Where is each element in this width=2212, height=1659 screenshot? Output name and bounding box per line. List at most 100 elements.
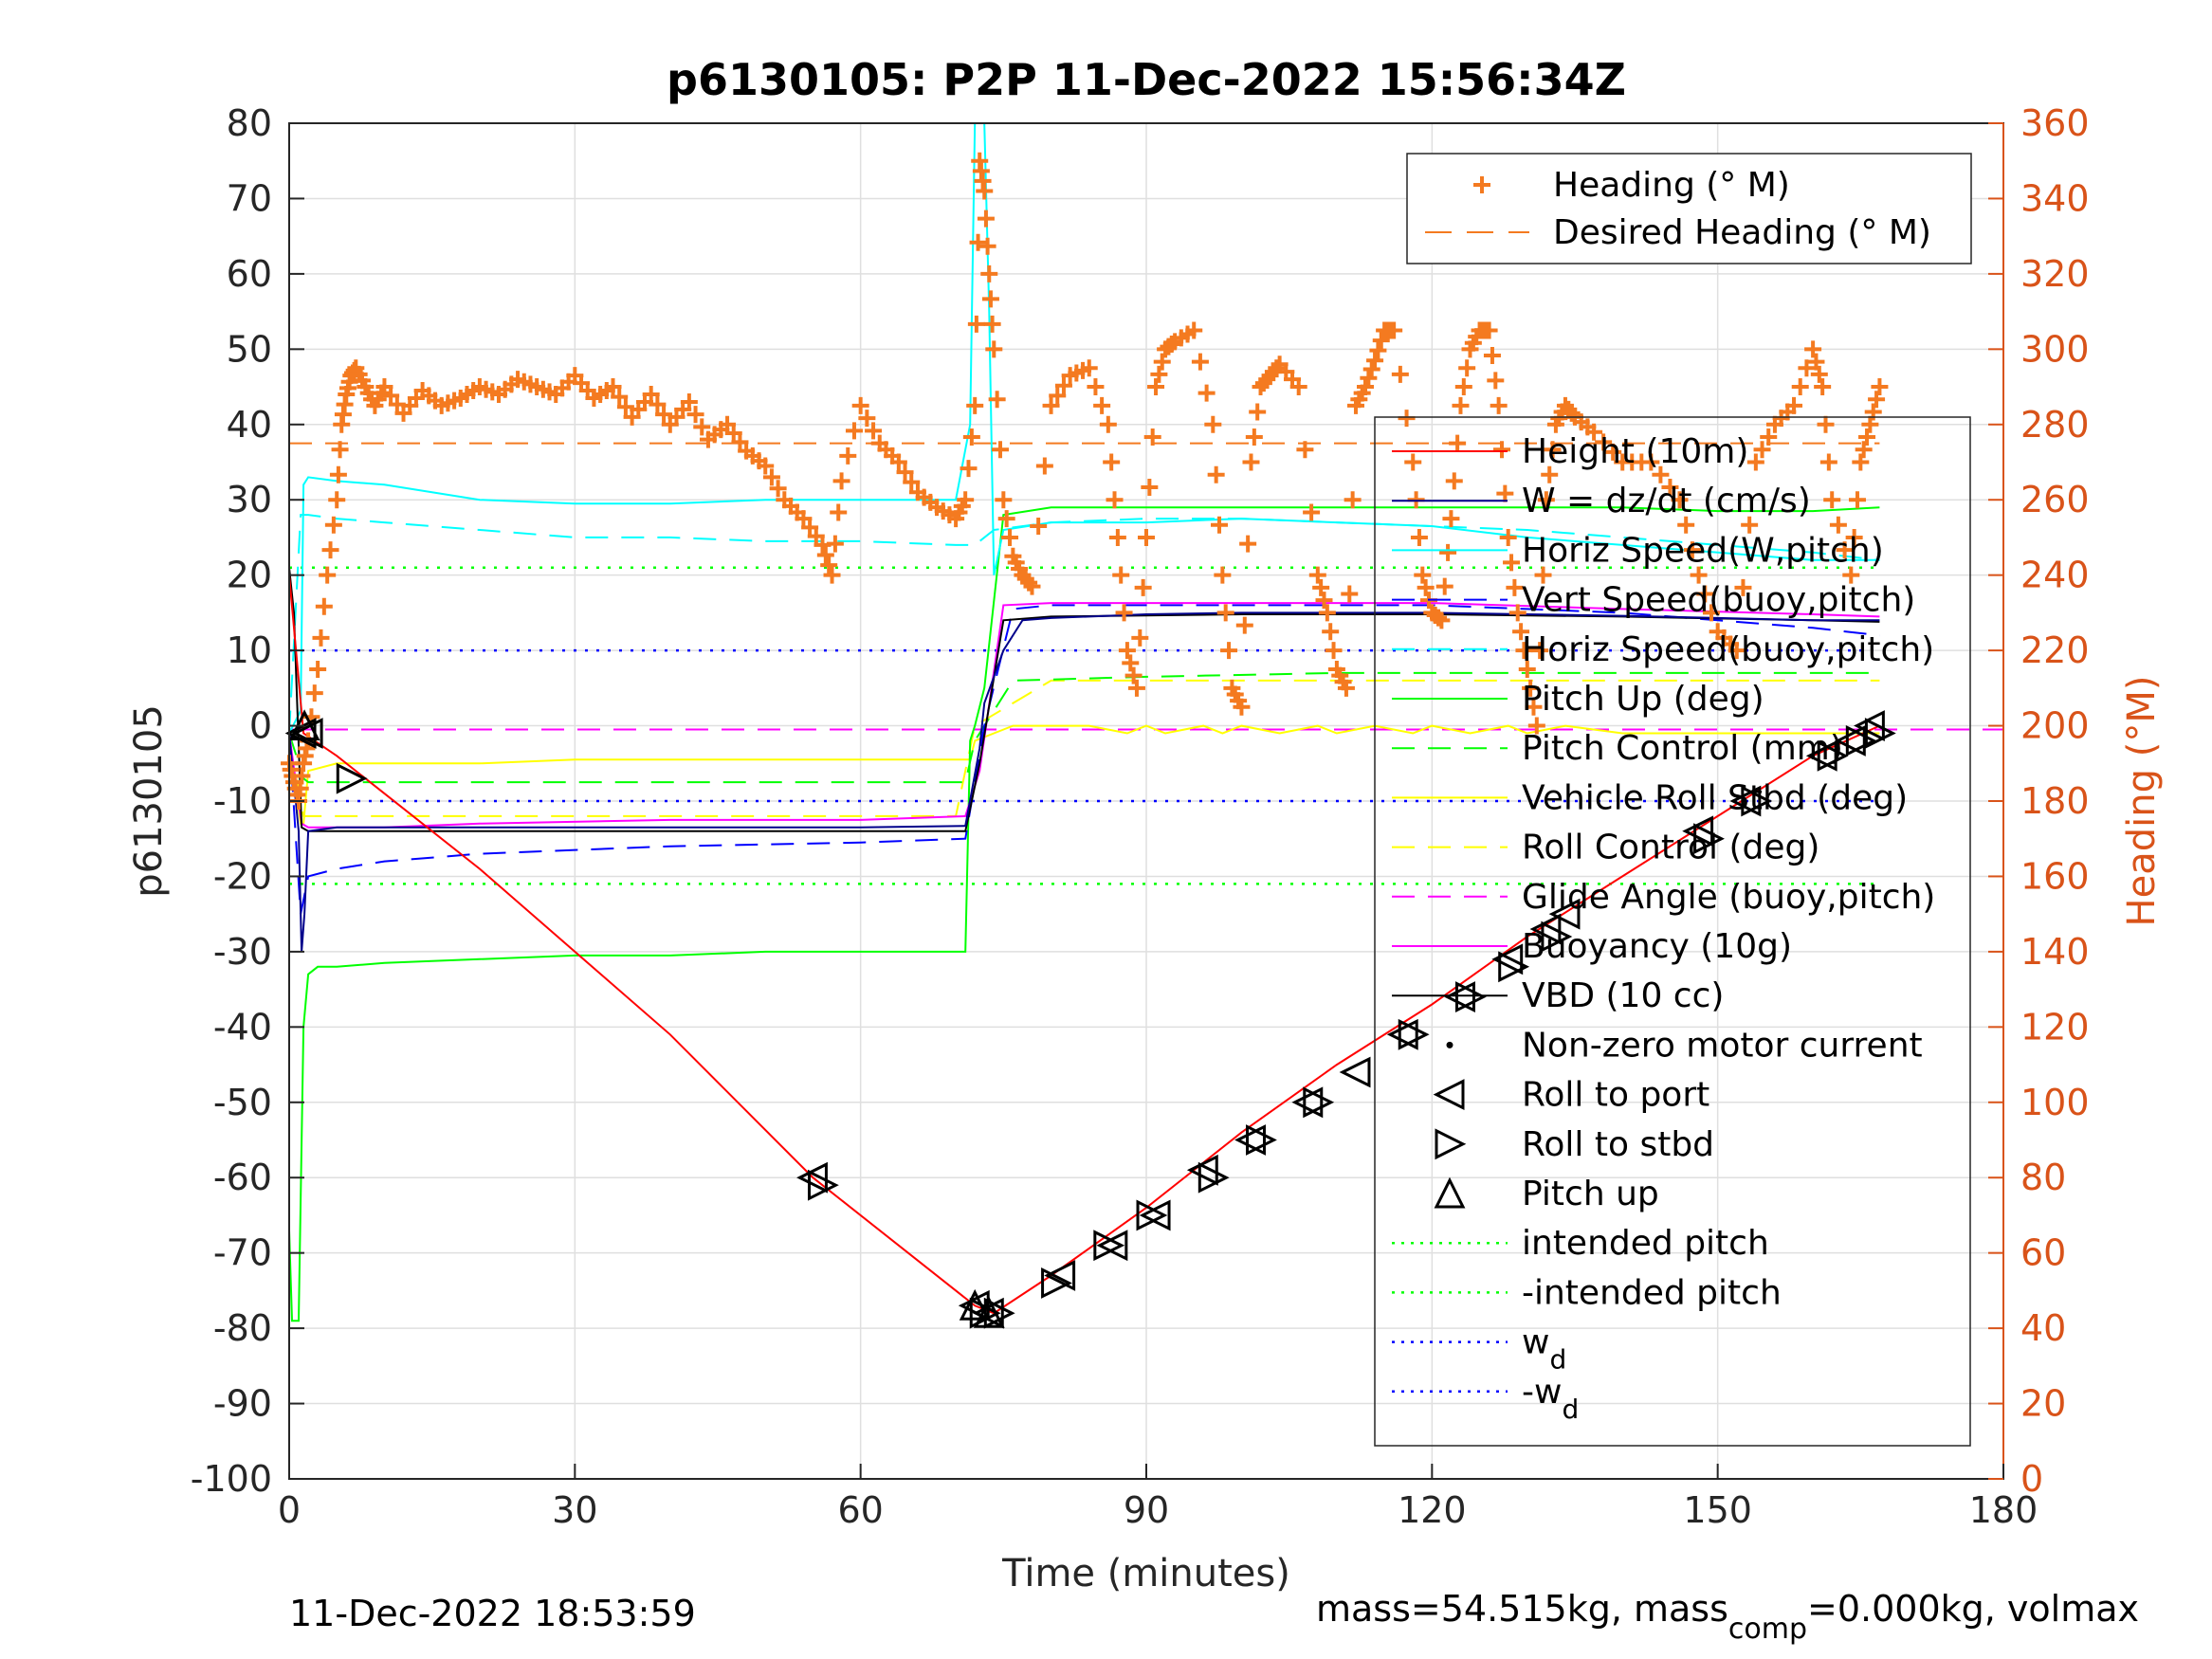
marker-roll-to-port xyxy=(1096,1230,1128,1262)
heading-point xyxy=(1344,491,1362,509)
legend-heading-box xyxy=(1406,153,1972,264)
legend-swatch xyxy=(1435,1128,1467,1160)
heading-point xyxy=(1527,717,1545,735)
heading-point xyxy=(1512,623,1530,641)
heading-point xyxy=(1103,453,1121,471)
y-tick-label-left: 60 xyxy=(227,253,272,295)
heading-point xyxy=(832,472,850,490)
legend-label: Height (10m) xyxy=(1522,432,1748,471)
footer-mass-prefix: mass=54.515kg, mass xyxy=(1316,1588,1728,1630)
heading-point xyxy=(1185,321,1203,339)
y-tick-label-left: -100 xyxy=(191,1458,272,1500)
heading-point xyxy=(1268,359,1286,377)
heading-point xyxy=(1807,353,1825,371)
heading-point xyxy=(1030,518,1048,536)
footer-mass-sub: comp xyxy=(1728,1613,1807,1646)
heading-point xyxy=(1848,491,1866,509)
legend-label: Roll to port xyxy=(1522,1076,1709,1115)
heading-point xyxy=(1357,378,1375,396)
series-layer xyxy=(281,122,2003,1322)
heading-point xyxy=(966,396,984,414)
heading-point xyxy=(1049,387,1067,405)
legend-label: intended pitch xyxy=(1522,1224,1769,1263)
heading-point xyxy=(896,464,914,482)
heading-point xyxy=(1122,654,1140,672)
heading-point xyxy=(1845,528,1863,546)
marker-roll-to-stbd xyxy=(1845,725,1877,757)
heading-point xyxy=(1404,453,1422,471)
y-tick-label-right: 40 xyxy=(2020,1307,2066,1349)
legend-label: Horiz Speed(W,pitch) xyxy=(1522,531,1884,570)
heading-point xyxy=(1318,604,1336,622)
legend-label: Pitch Control (mm) xyxy=(1522,729,1843,768)
heading-point xyxy=(1398,410,1416,428)
heading-point xyxy=(839,447,857,465)
heading-point xyxy=(983,315,1001,333)
y-tick-label-left: 30 xyxy=(227,479,272,520)
heading-point xyxy=(649,395,667,413)
heading-point xyxy=(1296,441,1314,459)
marker-roll-to-stbd xyxy=(1817,739,1849,772)
heading-point xyxy=(1150,365,1168,383)
heading-point xyxy=(1366,352,1384,370)
heading-point xyxy=(1458,359,1476,377)
heading-point xyxy=(845,422,863,440)
heading-point xyxy=(642,386,660,403)
heading-point xyxy=(1760,428,1778,447)
heading-point xyxy=(1360,369,1378,387)
heading-point xyxy=(1322,623,1340,641)
y-tick-label-left: -30 xyxy=(213,931,272,973)
y-tick-label-right: 60 xyxy=(2020,1232,2066,1274)
heading-point xyxy=(312,629,330,647)
heading-point xyxy=(1289,378,1307,396)
heading-point xyxy=(331,441,349,459)
heading-point xyxy=(1595,433,1613,451)
heading-point xyxy=(1131,629,1149,647)
footer-timestamp: 11-Dec-2022 18:53:59 xyxy=(289,1593,696,1634)
heading-point xyxy=(1106,491,1124,509)
heading-point xyxy=(1810,365,1828,383)
marker-roll-to-port xyxy=(1854,710,1885,741)
heading-point xyxy=(995,491,1013,509)
y-tick-label-left: -60 xyxy=(213,1157,272,1198)
heading-point xyxy=(1541,465,1559,483)
series-vbd xyxy=(288,567,1880,832)
heading-point xyxy=(807,527,825,545)
y-tick-label-right: 260 xyxy=(2020,479,2090,520)
heading-point xyxy=(962,428,980,447)
legend-swatch xyxy=(1446,1041,1453,1048)
y-tick-label-left: -40 xyxy=(213,1006,272,1048)
x-tick-label: 180 xyxy=(1969,1489,2038,1531)
marker-roll-to-stbd xyxy=(1693,823,1725,855)
heading-point xyxy=(757,457,775,475)
heading-point xyxy=(1728,642,1746,660)
heading-point xyxy=(1791,378,1809,396)
series-pitch xyxy=(288,506,1880,1322)
heading-point xyxy=(1814,378,1832,396)
heading-point xyxy=(1115,604,1133,622)
heading-point xyxy=(1138,528,1155,546)
legend-swatch xyxy=(1434,1176,1466,1209)
heading-point xyxy=(1410,528,1428,546)
marker-roll-to-stbd xyxy=(1455,981,1487,1012)
marker-roll-to-port xyxy=(1044,1260,1076,1291)
heading-point xyxy=(611,388,629,406)
heading-point xyxy=(1454,378,1472,396)
heading-point xyxy=(1147,378,1165,396)
heading-point xyxy=(851,396,869,414)
heading-point xyxy=(1417,578,1435,596)
series-roll xyxy=(288,724,1880,825)
heading-point xyxy=(731,433,749,451)
y-tick-label-left: 10 xyxy=(227,629,272,671)
heading-point xyxy=(1087,378,1105,396)
marker-roll-to-stbd xyxy=(1398,1018,1430,1050)
marker-roll-to-port xyxy=(1386,1018,1418,1050)
heading-point xyxy=(1303,503,1321,521)
heading-point xyxy=(1315,592,1333,610)
heading-point xyxy=(1661,478,1679,496)
heading-point xyxy=(1372,332,1390,350)
heading-point xyxy=(1506,578,1524,596)
heading-point xyxy=(1442,510,1460,528)
heading-point xyxy=(305,684,323,702)
y-tick-label-right: 100 xyxy=(2020,1082,2090,1123)
